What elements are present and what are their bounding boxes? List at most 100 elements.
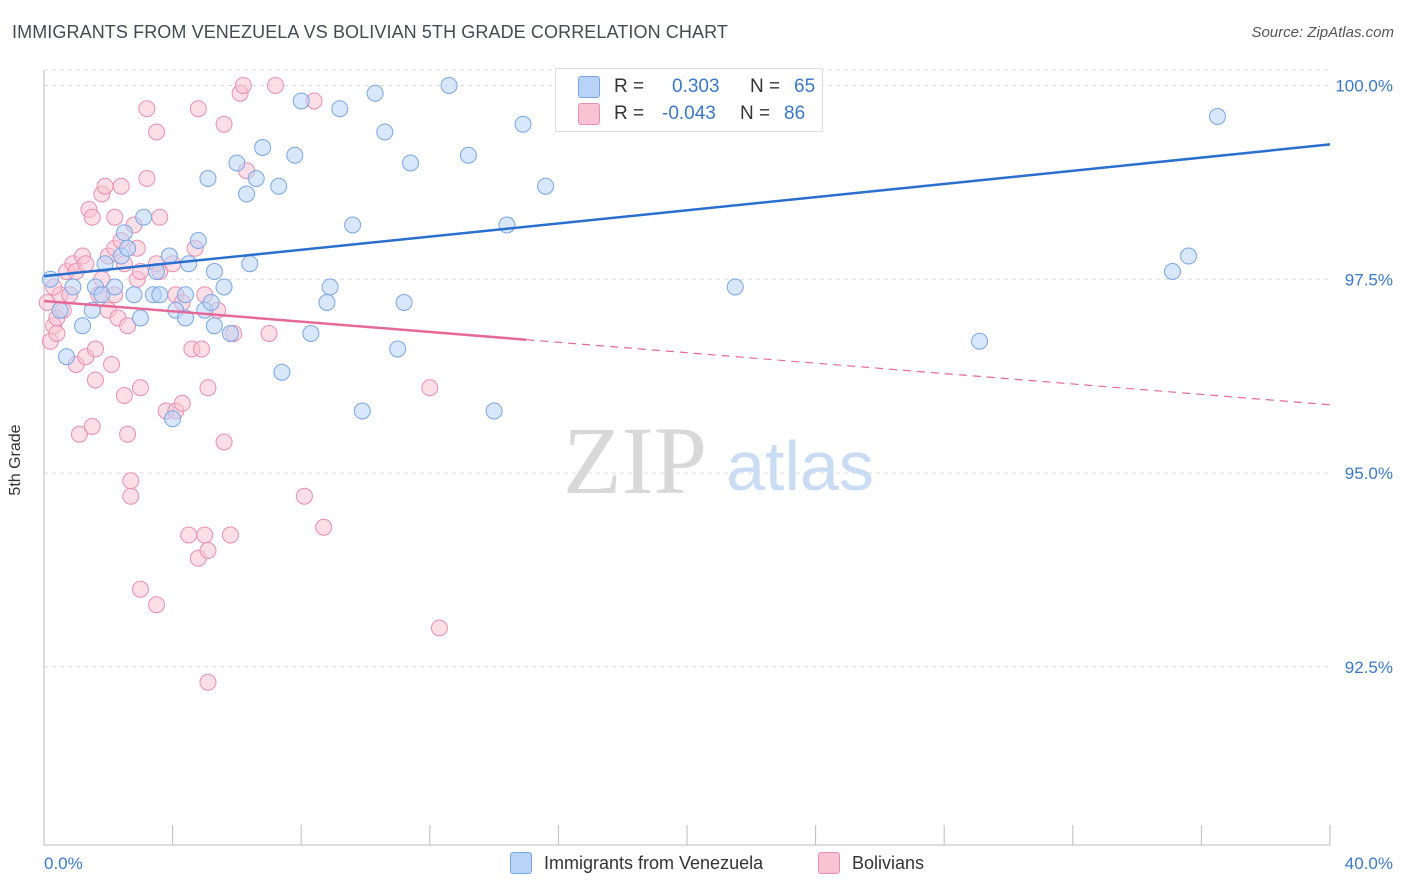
data-point-bolivians [196, 526, 214, 544]
data-point-bolivians [106, 208, 124, 226]
legend-swatch-venezuela [578, 76, 600, 98]
data-point-venezuela [205, 317, 223, 335]
data-point-venezuela [292, 92, 310, 110]
data-point-bolivians [295, 487, 313, 505]
data-point-venezuela [270, 177, 288, 195]
data-point-venezuela [440, 77, 458, 94]
data-point-venezuela [64, 278, 82, 296]
data-point-bolivians [215, 115, 233, 133]
data-point-venezuela [459, 146, 477, 164]
data-point-venezuela [93, 286, 111, 304]
data-point-bolivians [215, 433, 233, 451]
data-point-bolivians [234, 77, 252, 94]
legend-swatch-bolivians [578, 103, 600, 125]
data-point-bolivians [96, 177, 114, 195]
axes [43, 70, 1331, 846]
y-tick-label: 95.0% [1345, 464, 1393, 483]
legend-swatch-venezuela [510, 852, 532, 874]
data-point-venezuela [205, 263, 223, 280]
data-point-bolivians [260, 325, 278, 342]
data-point-venezuela [164, 410, 182, 428]
y-tick-labels: 92.5% 95.0% 97.5% 100.0% [1335, 77, 1393, 677]
trend-lines [43, 143, 1331, 406]
x-tick-label: 40.0% [1345, 854, 1393, 873]
data-point-bolivians [266, 77, 284, 94]
data-point-venezuela [344, 216, 362, 234]
legend-label-venezuela: Immigrants from Venezuela [544, 852, 764, 873]
data-point-venezuela [498, 216, 516, 234]
trend-line-bolivians-extension [526, 339, 1331, 406]
data-point-bolivians [77, 255, 95, 273]
data-point-bolivians [221, 526, 239, 544]
data-point-venezuela [119, 239, 137, 257]
stats-legend-row-bolivians: R = -0.043 N = 86 [578, 101, 805, 127]
data-point-bolivians [115, 387, 133, 404]
data-point-bolivians [199, 379, 217, 397]
data-point-bolivians [173, 394, 191, 412]
data-point-venezuela [537, 177, 555, 195]
data-point-bolivians [199, 673, 217, 691]
data-point-venezuela [199, 170, 217, 187]
data-point-venezuela [106, 278, 124, 296]
data-point-bolivians [83, 208, 101, 226]
data-point-venezuela [74, 317, 92, 335]
data-point-bolivians [138, 170, 156, 187]
data-point-venezuela [228, 154, 246, 172]
data-point-venezuela [1208, 108, 1226, 125]
data-point-venezuela [189, 232, 207, 249]
data-point-bolivians [421, 379, 439, 397]
data-point-venezuela [115, 224, 133, 242]
data-point-venezuela [51, 301, 69, 319]
data-point-bolivians [86, 371, 104, 389]
y-tick-label: 97.5% [1345, 270, 1393, 289]
data-point-venezuela [238, 185, 256, 203]
data-point-bolivians [122, 472, 140, 490]
data-point-venezuela [402, 154, 420, 172]
legend-r-label: R = [614, 76, 645, 97]
chart-title: IMMIGRANTS FROM VENEZUELA VS BOLIVIAN 5T… [12, 22, 728, 42]
data-point-bolivians [180, 526, 198, 544]
series-legend: Immigrants from Venezuela Bolivians [0, 852, 1406, 878]
data-point-bolivians [430, 619, 448, 637]
data-point-venezuela [1180, 247, 1198, 265]
data-point-venezuela [395, 294, 413, 311]
data-point-venezuela [485, 402, 503, 420]
x-tick-label: 0.0% [44, 854, 83, 873]
data-point-venezuela [254, 139, 272, 156]
watermark-zip: ZIP [563, 407, 707, 514]
legend-item-venezuela[interactable]: Immigrants from Venezuela [510, 852, 763, 874]
data-point-venezuela [286, 146, 304, 164]
data-point-venezuela [125, 286, 143, 304]
data-point-venezuela [180, 255, 198, 273]
data-point-venezuela [131, 309, 149, 327]
legend-label-bolivians: Bolivians [852, 852, 925, 873]
data-point-venezuela [215, 278, 233, 296]
data-point-venezuela [221, 325, 239, 342]
trend-line-bolivians [43, 299, 527, 341]
data-point-venezuela [971, 332, 989, 350]
data-point-venezuela [321, 278, 339, 296]
data-point-bolivians [131, 580, 149, 598]
data-point-bolivians [86, 340, 104, 358]
legend-item-bolivians[interactable]: Bolivians [818, 852, 924, 874]
data-point-venezuela [273, 363, 291, 381]
data-point-venezuela [96, 255, 114, 273]
data-point-bolivians [48, 325, 66, 342]
legend-n-label: N = [740, 103, 771, 124]
data-point-bolivians [70, 425, 88, 443]
series-bolivians [38, 77, 448, 691]
data-point-venezuela [176, 286, 194, 304]
data-point-venezuela [1163, 263, 1181, 280]
data-point-bolivians [151, 208, 169, 226]
trend-line-venezuela [43, 143, 1331, 278]
data-point-venezuela [151, 286, 169, 304]
legend-n-value: 86 [784, 103, 806, 124]
legend-n-label: N = [750, 76, 781, 97]
data-point-venezuela [135, 208, 153, 226]
data-point-bolivians [112, 177, 130, 195]
data-point-bolivians [193, 340, 211, 358]
watermark-atlas: atlas [726, 427, 874, 505]
data-point-venezuela [241, 255, 259, 273]
data-point-bolivians [189, 100, 207, 118]
